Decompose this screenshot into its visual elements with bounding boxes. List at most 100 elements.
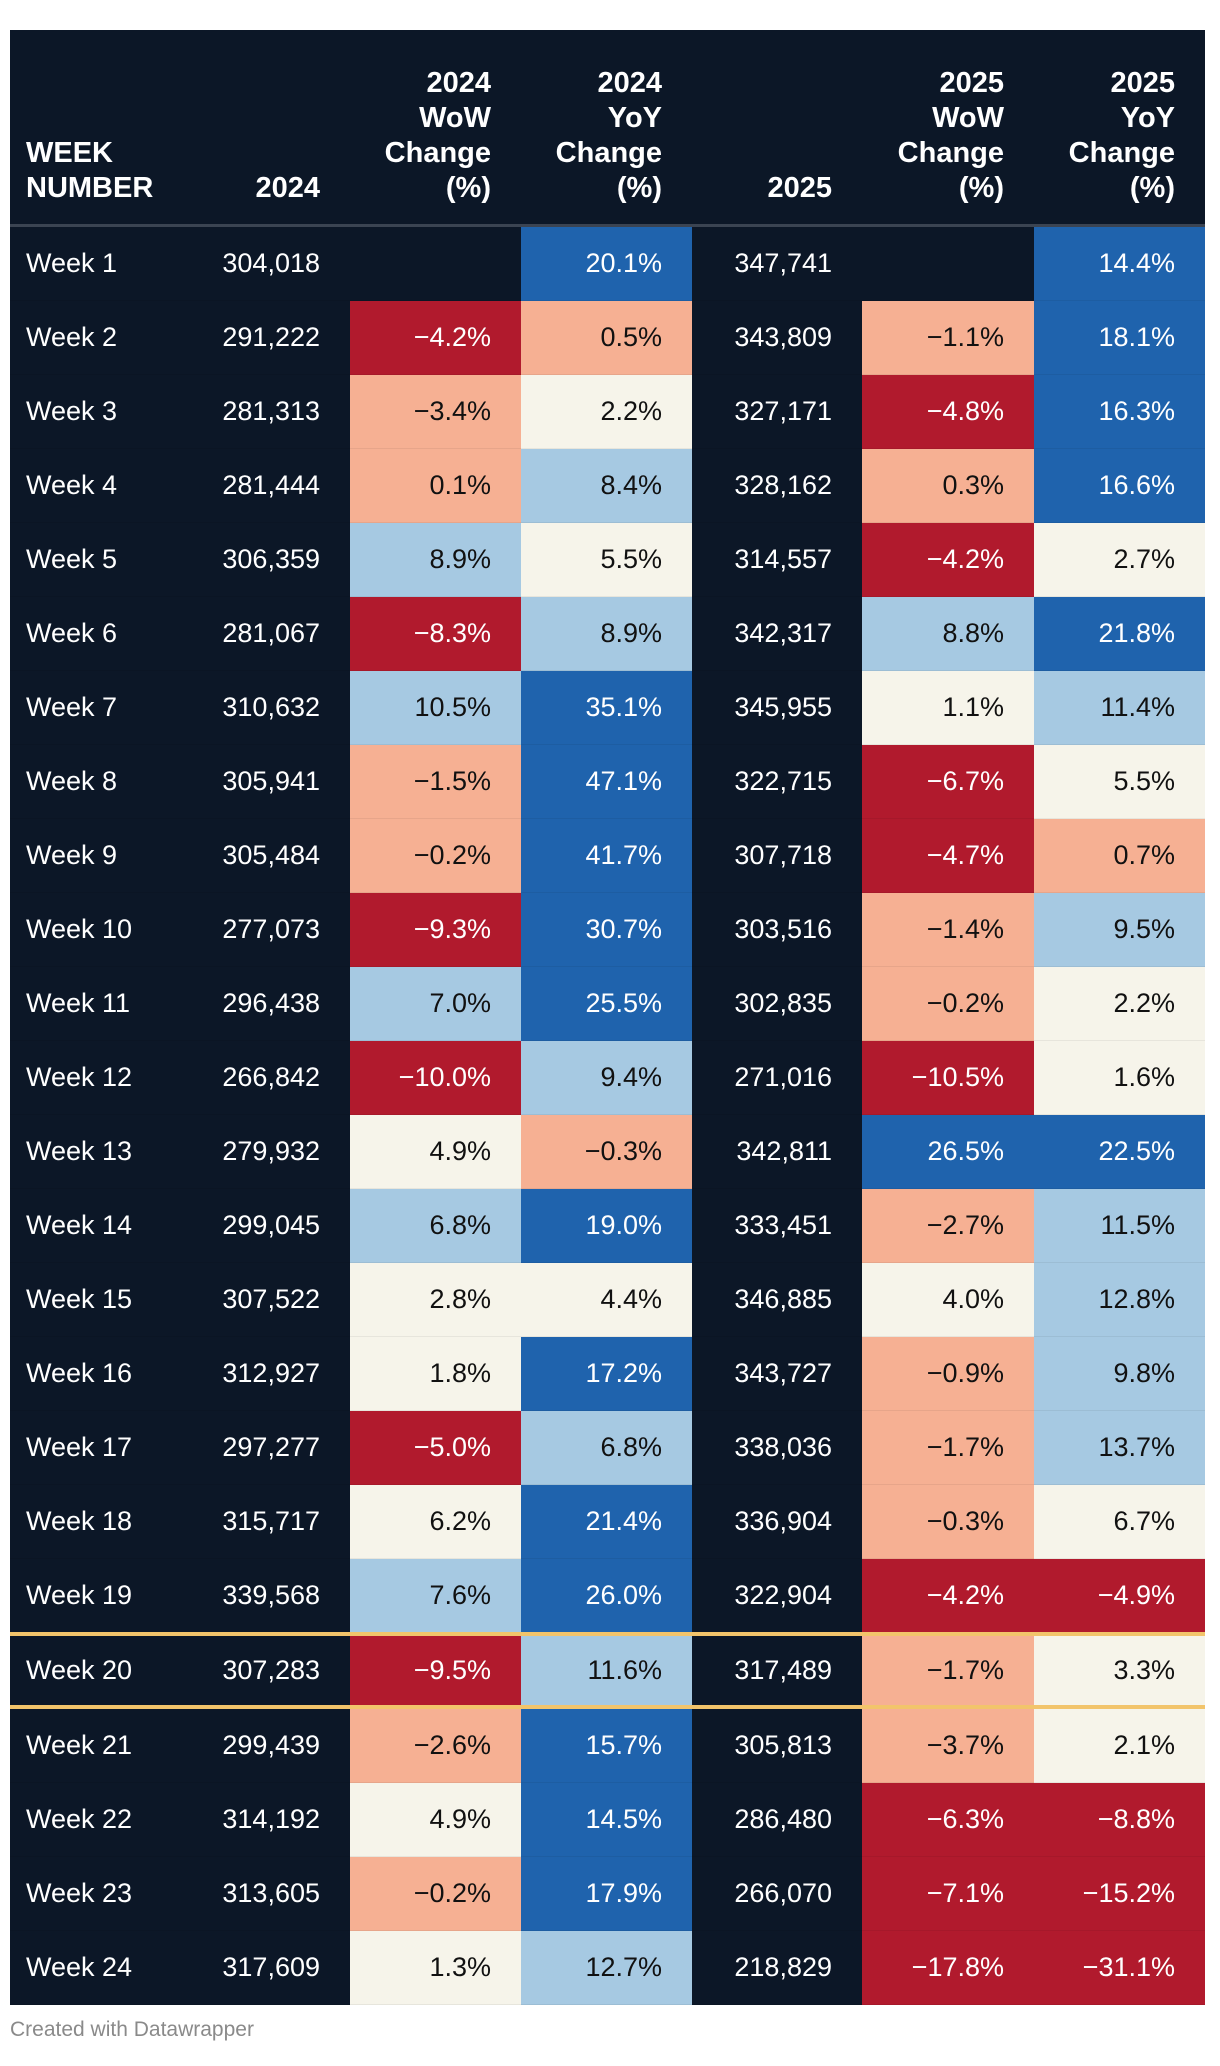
yoy-2024-cell: 8.4% <box>521 448 692 523</box>
week-cell: Week 8 <box>10 744 200 819</box>
yoy-2025-cell: 11.4% <box>1034 670 1205 745</box>
yoy-2025-cell: −31.1% <box>1034 1930 1205 2005</box>
table-row: Week 23 313,605 −0.2% 17.9% 266,070 −7.1% −15.… <box>10 1856 1205 1931</box>
wow-2025-cell: −17.8% <box>862 1930 1034 2005</box>
wow-2025-cell: 8.8% <box>862 596 1034 671</box>
wow-2024-cell <box>350 225 521 301</box>
yoy-2024-cell: 41.7% <box>521 818 692 893</box>
value-2024-cell: 291,222 <box>200 300 350 375</box>
week-cell: Week 22 <box>10 1782 200 1857</box>
table-row: Week 15 307,522 2.8% 4.4% 346,885 4.0% 12.8% <box>10 1262 1205 1337</box>
wow-2025-cell: −1.7% <box>862 1632 1034 1709</box>
wow-2024-cell: 0.1% <box>350 448 521 523</box>
wow-2024-cell: 10.5% <box>350 670 521 745</box>
value-2024-cell: 279,932 <box>200 1114 350 1189</box>
value-2025-cell: 342,317 <box>692 596 862 671</box>
yoy-2024-cell: 25.5% <box>521 966 692 1041</box>
yoy-2024-cell: 17.9% <box>521 1856 692 1931</box>
value-2025-cell: 305,813 <box>692 1707 862 1783</box>
week-cell: Week 12 <box>10 1040 200 1115</box>
wow-2025-cell: 4.0% <box>862 1262 1034 1337</box>
wow-2025-cell: −1.7% <box>862 1410 1034 1485</box>
value-2025-cell: 266,070 <box>692 1856 862 1931</box>
yoy-2024-cell: 5.5% <box>521 522 692 597</box>
yoy-2024-cell: 17.2% <box>521 1336 692 1411</box>
wow-2024-cell: 4.9% <box>350 1114 521 1189</box>
table-row: Week 1 304,018 20.1% 347,741 14.4% <box>10 225 1205 301</box>
header-2025[interactable]: 2025 <box>692 30 862 227</box>
week-cell: Week 18 <box>10 1484 200 1559</box>
week-cell: Week 23 <box>10 1856 200 1931</box>
wow-2024-cell: −2.6% <box>350 1707 521 1783</box>
value-2025-cell: 343,809 <box>692 300 862 375</box>
week-cell: Week 10 <box>10 892 200 967</box>
value-2025-cell: 336,904 <box>692 1484 862 1559</box>
yoy-2024-cell: 35.1% <box>521 670 692 745</box>
yoy-2024-cell: 6.8% <box>521 1410 692 1485</box>
table-row: Week 19 339,568 7.6% 26.0% 322,904 −4.2% −4.9% <box>10 1558 1205 1635</box>
value-2024-cell: 296,438 <box>200 966 350 1041</box>
yoy-2025-cell: 9.8% <box>1034 1336 1205 1411</box>
header-2025-wow[interactable]: 2025 WoW Change (%) <box>862 30 1034 227</box>
wow-2024-cell: 6.2% <box>350 1484 521 1559</box>
value-2024-cell: 281,067 <box>200 596 350 671</box>
week-cell: Week 16 <box>10 1336 200 1411</box>
week-cell: Week 11 <box>10 966 200 1041</box>
table-body: Week 1 304,018 20.1% 347,741 14.4% Week 2 291,… <box>10 225 1205 2005</box>
week-cell: Week 19 <box>10 1558 200 1635</box>
yoy-2024-cell: 2.2% <box>521 374 692 449</box>
wow-2025-cell: −0.2% <box>862 966 1034 1041</box>
yoy-2025-cell: 13.7% <box>1034 1410 1205 1485</box>
yoy-2025-cell: 12.8% <box>1034 1262 1205 1337</box>
wow-2025-cell: −2.7% <box>862 1188 1034 1263</box>
value-2025-cell: 322,904 <box>692 1558 862 1635</box>
wow-2025-cell: −4.7% <box>862 818 1034 893</box>
yoy-2024-cell: 30.7% <box>521 892 692 967</box>
wow-2025-cell: −4.2% <box>862 1558 1034 1635</box>
header-2024-wow[interactable]: 2024 WoW Change (%) <box>350 30 521 227</box>
value-2024-cell: 310,632 <box>200 670 350 745</box>
wow-2024-cell: −1.5% <box>350 744 521 819</box>
value-2024-cell: 281,444 <box>200 448 350 523</box>
yoy-2024-cell: 4.4% <box>521 1262 692 1337</box>
yoy-2025-cell: 0.7% <box>1034 818 1205 893</box>
wow-2025-cell: −1.4% <box>862 892 1034 967</box>
value-2024-cell: 307,283 <box>200 1632 350 1709</box>
value-2025-cell: 271,016 <box>692 1040 862 1115</box>
yoy-2025-cell: 3.3% <box>1034 1632 1205 1709</box>
value-2025-cell: 317,489 <box>692 1632 862 1709</box>
value-2025-cell: 327,171 <box>692 374 862 449</box>
yoy-2025-cell: 14.4% <box>1034 225 1205 301</box>
yoy-2024-cell: 21.4% <box>521 1484 692 1559</box>
header-week-number[interactable]: WEEK NUMBER <box>10 30 200 227</box>
wow-2025-cell: −6.7% <box>862 744 1034 819</box>
wow-2025-cell: −6.3% <box>862 1782 1034 1857</box>
datawrapper-credit[interactable]: Created with Datawrapper <box>10 2018 254 2041</box>
yoy-2024-cell: 20.1% <box>521 225 692 301</box>
table-row: Week 24 317,609 1.3% 12.7% 218,829 −17.8% −31.… <box>10 1930 1205 2005</box>
value-2025-cell: 303,516 <box>692 892 862 967</box>
yoy-2024-cell: 0.5% <box>521 300 692 375</box>
week-cell: Week 17 <box>10 1410 200 1485</box>
yoy-2025-cell: 9.5% <box>1034 892 1205 967</box>
header-2024-yoy[interactable]: 2024 YoY Change (%) <box>521 30 692 227</box>
table-row: Week 22 314,192 4.9% 14.5% 286,480 −6.3% −8.8% <box>10 1782 1205 1857</box>
value-2024-cell: 304,018 <box>200 225 350 301</box>
header-2024[interactable]: 2024 <box>200 30 350 227</box>
value-2024-cell: 317,609 <box>200 1930 350 2005</box>
value-2025-cell: 218,829 <box>692 1930 862 2005</box>
yoy-2024-cell: 12.7% <box>521 1930 692 2005</box>
table-row: Week 18 315,717 6.2% 21.4% 336,904 −0.3% 6.7% <box>10 1484 1205 1559</box>
yoy-2025-cell: −15.2% <box>1034 1856 1205 1931</box>
wow-2024-cell: 6.8% <box>350 1188 521 1263</box>
yoy-2024-cell: 14.5% <box>521 1782 692 1857</box>
yoy-2024-cell: 11.6% <box>521 1632 692 1709</box>
value-2025-cell: 307,718 <box>692 818 862 893</box>
week-cell: Week 15 <box>10 1262 200 1337</box>
table-row: Week 21 299,439 −2.6% 15.7% 305,813 −3.7% 2.1% <box>10 1707 1205 1783</box>
header-2025-yoy[interactable]: 2025 YoY Change (%) <box>1034 30 1205 227</box>
table-row: Week 14 299,045 6.8% 19.0% 333,451 −2.7% 11.5% <box>10 1188 1205 1263</box>
yoy-2025-cell: 21.8% <box>1034 596 1205 671</box>
wow-2024-cell: 2.8% <box>350 1262 521 1337</box>
wow-2024-cell: −0.2% <box>350 1856 521 1931</box>
